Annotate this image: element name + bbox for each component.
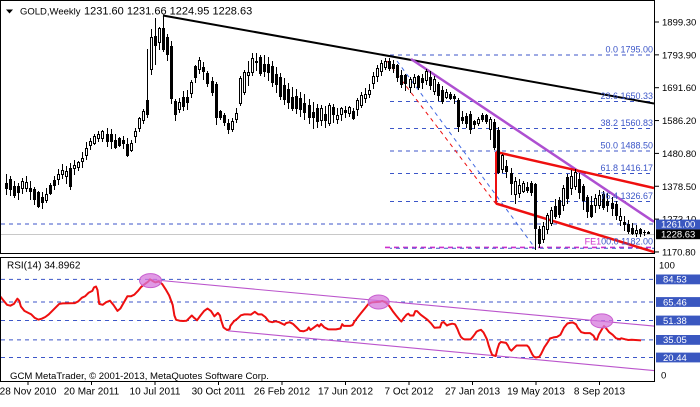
svg-text:1480.80: 1480.80 bbox=[662, 149, 696, 160]
svg-text:20.44: 20.44 bbox=[663, 353, 687, 364]
svg-text:10 Jul 2011: 10 Jul 2011 bbox=[130, 387, 181, 398]
svg-text:35.05: 35.05 bbox=[663, 335, 687, 346]
svg-text:1170.80: 1170.80 bbox=[662, 247, 696, 258]
svg-text:17 Jun 2012: 17 Jun 2012 bbox=[318, 387, 373, 398]
svg-text:30 Oct 2011: 30 Oct 2011 bbox=[192, 387, 246, 398]
svg-text:FE100.0 1182.00: FE100.0 1182.00 bbox=[585, 237, 653, 247]
svg-text:1228.63: 1228.63 bbox=[661, 229, 695, 240]
svg-text:20 Mar 2011: 20 Mar 2011 bbox=[64, 387, 120, 398]
svg-text:38.2 1560.83: 38.2 1560.83 bbox=[600, 118, 653, 128]
svg-text:65.46: 65.46 bbox=[663, 297, 687, 308]
svg-text:51.38: 51.38 bbox=[663, 316, 687, 327]
svg-text:0.0 1795.00: 0.0 1795.00 bbox=[605, 45, 653, 55]
svg-text:GOLD,Weekly: GOLD,Weekly bbox=[20, 7, 81, 18]
svg-text:100: 100 bbox=[659, 261, 675, 272]
svg-text:27 Jan 2013: 27 Jan 2013 bbox=[445, 387, 500, 398]
svg-text:76.4 1326.67: 76.4 1326.67 bbox=[600, 191, 653, 201]
svg-text:1793.90: 1793.90 bbox=[662, 50, 696, 61]
svg-text:0: 0 bbox=[661, 371, 666, 382]
svg-text:50.0 1488.50: 50.0 1488.50 bbox=[600, 141, 653, 151]
svg-text:61.8 1416.17: 61.8 1416.17 bbox=[600, 163, 653, 173]
svg-text:1261.00: 1261.00 bbox=[661, 220, 695, 231]
svg-text:1899.30: 1899.30 bbox=[662, 18, 696, 29]
svg-text:GCM MetaTrader, © 2001-2013, M: GCM MetaTrader, © 2001-2013, MetaQuotes … bbox=[10, 371, 269, 382]
svg-text:26 Feb 2012: 26 Feb 2012 bbox=[254, 387, 311, 398]
svg-text:1378.50: 1378.50 bbox=[662, 182, 696, 193]
svg-text:28 Nov 2010: 28 Nov 2010 bbox=[0, 387, 57, 398]
svg-text:23.6 1650.33: 23.6 1650.33 bbox=[600, 91, 653, 101]
svg-text:RSI(14) 34.8962: RSI(14) 34.8962 bbox=[7, 261, 81, 272]
svg-text:7 Oct 2012: 7 Oct 2012 bbox=[385, 387, 434, 398]
svg-text:19 May 2013: 19 May 2013 bbox=[507, 387, 565, 398]
svg-text:1691.60: 1691.60 bbox=[662, 83, 696, 94]
svg-text:8 Sep 2013: 8 Sep 2013 bbox=[574, 387, 626, 398]
svg-text:1586.20: 1586.20 bbox=[662, 116, 696, 127]
svg-text:1231.60 1231.66 1224.95 1228.6: 1231.60 1231.66 1224.95 1228.63 bbox=[84, 6, 252, 18]
svg-text:84.53: 84.53 bbox=[663, 275, 687, 286]
